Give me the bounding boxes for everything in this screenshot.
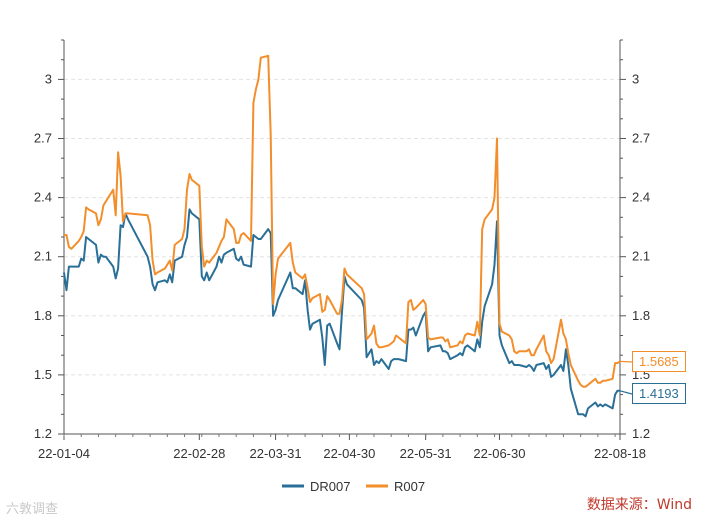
y-tick-label-left: 3 [45, 71, 52, 86]
y-tick-label-left: 1.5 [34, 367, 52, 382]
y-tick-label-left: 1.8 [34, 308, 52, 323]
r007-end-value-label: 1.5685 [632, 351, 686, 372]
y-tick-label-right: 1.8 [632, 308, 650, 323]
x-tick-label: 22-06-30 [473, 446, 525, 461]
y-tick-label-left: 2.1 [34, 249, 52, 264]
y-tick-label-left: 2.7 [34, 131, 52, 146]
dr007-end-pointer [619, 390, 633, 395]
x-tick-label: 22-08-18 [594, 446, 646, 461]
source-note: 数据来源：Wind [586, 497, 692, 513]
axes [58, 39, 626, 435]
x-tick-label: 22-02-28 [173, 446, 225, 461]
y-tick-label-left: 2.4 [34, 190, 52, 205]
y-tick-label-left: 1.2 [34, 426, 52, 441]
legend: DR007 R007 [282, 479, 425, 494]
x-tick-label: 22-04-30 [323, 446, 375, 461]
y-tick-label-right: 2.4 [632, 190, 650, 205]
x-tick-label: 22-01-04 [38, 446, 90, 461]
r007-legend-label: R007 [394, 479, 425, 494]
y-tick-label-right: 2.7 [632, 131, 650, 146]
y-tick-label-right: 2.1 [632, 249, 650, 264]
grid-lines [64, 78, 620, 435]
r007-end-pointer [619, 360, 633, 363]
y-axis-left-ticks: 1.2 1.5 1.8 2.1 2.4 2.7 3 [34, 71, 52, 441]
x-tick-label: 22-03-31 [250, 446, 302, 461]
y-tick-label-right: 1.2 [632, 426, 650, 441]
r007-line [64, 54, 621, 388]
y-tick-label-right: 3 [632, 71, 639, 86]
x-axis-ticks: 22-01-04 22-02-28 22-03-31 22-04-30 22-05-31… [38, 434, 646, 461]
dr007-line [63, 208, 621, 418]
x-tick-label: 22-05-31 [400, 446, 452, 461]
dr007-legend-label: DR007 [310, 479, 350, 494]
watermark: 六敦调查 [6, 502, 59, 517]
dr007-end-value-label: 1.4193 [632, 383, 686, 404]
series-lines [63, 54, 633, 418]
